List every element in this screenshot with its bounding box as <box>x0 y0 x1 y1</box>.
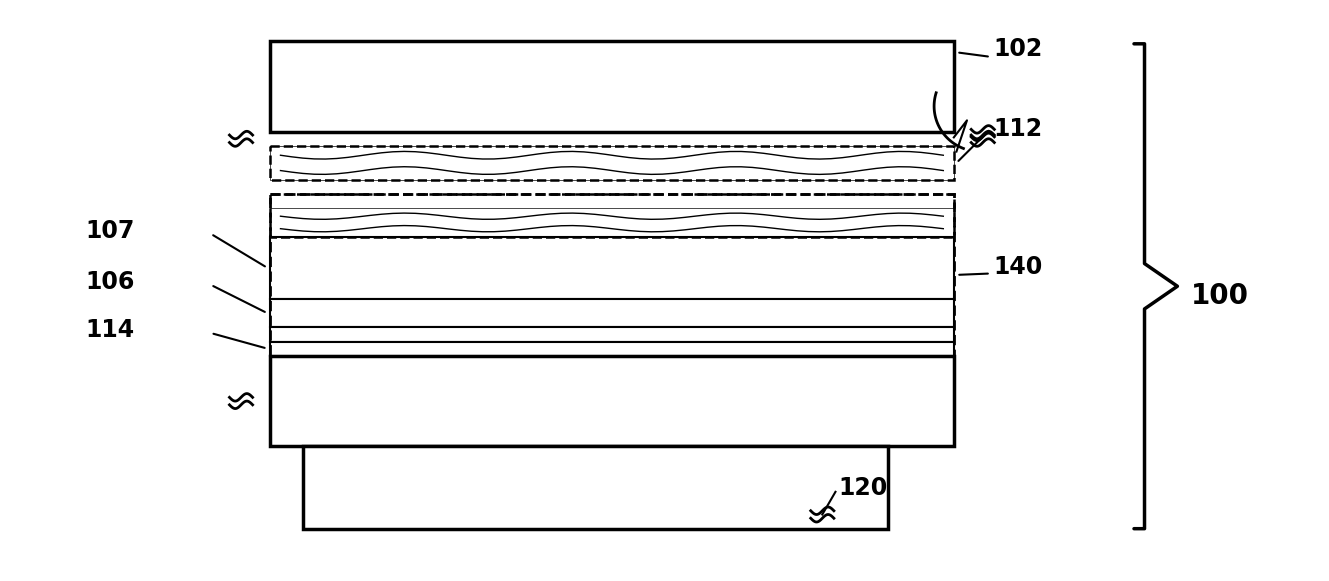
Text: 100: 100 <box>1191 282 1248 310</box>
Text: 140: 140 <box>993 254 1042 279</box>
Text: 102: 102 <box>993 38 1042 62</box>
Bar <box>270 236 954 299</box>
Text: 114: 114 <box>86 318 136 342</box>
Bar <box>303 446 888 529</box>
Bar <box>270 194 954 356</box>
Text: 120: 120 <box>839 476 888 500</box>
Text: 107: 107 <box>86 219 136 243</box>
Bar <box>270 356 954 446</box>
Bar <box>270 342 954 356</box>
Bar <box>270 208 954 236</box>
Bar <box>270 299 954 327</box>
Bar <box>270 194 954 236</box>
Text: 106: 106 <box>86 270 136 294</box>
Bar <box>270 146 954 180</box>
Bar <box>270 146 954 180</box>
Bar <box>270 41 954 132</box>
Bar <box>270 327 954 342</box>
Text: 112: 112 <box>993 117 1042 141</box>
